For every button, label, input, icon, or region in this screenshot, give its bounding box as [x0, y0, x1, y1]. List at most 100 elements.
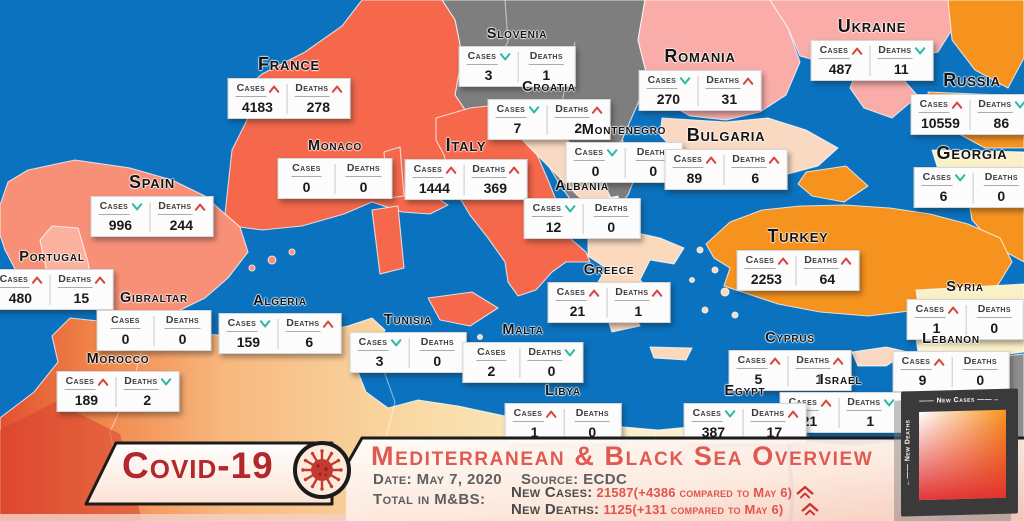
cases-column: Cases 0	[567, 146, 625, 180]
banner-date: Date: May 7, 2020	[373, 471, 502, 488]
country-label: Turkey	[767, 226, 829, 246]
stats-box: Cases 4183 Deaths 278	[227, 77, 351, 119]
trend-up-icon	[97, 378, 108, 387]
deaths-header: Deaths	[527, 346, 576, 361]
stats-box: Cases 159 Deaths 6	[218, 312, 342, 354]
cases-header: Cases	[495, 103, 540, 118]
column-divider	[334, 163, 336, 194]
country-label: Romania	[664, 46, 736, 66]
cases-value: 7	[513, 119, 522, 136]
country-france: France Cases 4183 Deaths 278	[227, 54, 351, 119]
trend-up-icon	[832, 357, 844, 366]
trend-down-icon	[259, 320, 270, 328]
cases-column: Cases 0	[98, 314, 154, 348]
deaths-value: 0	[607, 218, 616, 235]
country-label: Albania	[555, 178, 609, 194]
country-label: Algeria	[253, 293, 307, 309]
deaths-column: Deaths 1	[607, 286, 669, 320]
cases-column: Cases 480	[0, 273, 49, 307]
country-syria: Syria Cases 1 Deaths 0	[906, 279, 1024, 340]
stats-box: Cases 21 Deaths 1	[547, 281, 671, 323]
trend-up-icon	[508, 166, 520, 175]
cases-value: 996	[108, 216, 133, 233]
stats-box: Cases 10559 Deaths 86	[910, 93, 1024, 135]
cases-value: 2	[487, 362, 496, 379]
deaths-value: 17	[766, 423, 783, 440]
cases-value: 10559	[920, 114, 960, 131]
stats-box: Cases 7 Deaths 2	[487, 98, 611, 140]
deaths-header: Deaths	[416, 336, 458, 351]
stats-box: Cases 0 Deaths 0	[96, 309, 212, 351]
deaths-header: Deaths	[590, 202, 632, 217]
stats-box: Cases 3 Deaths 0	[349, 331, 467, 373]
cases-header: Cases	[64, 375, 109, 390]
trend-down-icon	[564, 349, 576, 357]
cases-value: 0	[302, 178, 311, 195]
trend-up-icon	[851, 47, 862, 56]
cases-value: 3	[375, 352, 384, 369]
cases-header: Cases	[918, 98, 963, 113]
deaths-column: Deaths 17	[743, 407, 805, 441]
cases-header: Cases	[470, 346, 512, 361]
country-label: Tunisia	[383, 312, 433, 328]
column-divider	[838, 397, 840, 428]
legend-y-axis-label: ←—— New Deaths	[904, 419, 912, 487]
country-label: Libya	[545, 383, 581, 399]
cases-header: Cases	[573, 146, 618, 161]
deaths-value: 244	[169, 216, 193, 233]
country-italy: Italy Cases 1444 Deaths 369	[404, 135, 528, 200]
country-label: Portugal	[19, 249, 85, 265]
deaths-column: Deaths 278	[287, 82, 349, 116]
cases-value: 1444	[418, 179, 450, 196]
cases-column: Cases 487	[812, 44, 870, 78]
country-montenegro: Montenegro Cases 0 Deaths 0	[565, 122, 683, 183]
deaths-value: 1	[815, 370, 824, 387]
deaths-header: Deaths	[294, 82, 343, 97]
cases-header: Cases	[672, 153, 717, 168]
cases-value: 270	[656, 90, 681, 107]
cases-value: 2253	[750, 270, 782, 287]
cases-column: Cases 10559	[912, 98, 970, 132]
cases-column: Cases 3	[460, 50, 518, 84]
country-label: Montenegro	[581, 122, 667, 138]
column-divider	[742, 408, 744, 439]
cases-header: Cases	[691, 407, 736, 422]
deaths-column: Deaths 2	[116, 375, 178, 409]
deaths-header: Deaths	[731, 153, 780, 168]
deaths-column: Deaths 1	[788, 354, 850, 388]
country-label: Israel	[819, 372, 863, 388]
column-divider	[563, 408, 565, 439]
country-label: Spain	[128, 172, 176, 192]
column-divider	[951, 356, 953, 387]
deaths-header: Deaths	[525, 50, 567, 65]
country-label: Morocco	[86, 351, 150, 367]
column-divider	[787, 355, 789, 386]
country-label: Monaco	[307, 138, 363, 154]
cases-column: Cases 1444	[406, 163, 464, 197]
country-cyprus: Cyprus Cases 5 Deaths 1	[728, 330, 852, 391]
deaths-value: 6	[751, 169, 760, 186]
deaths-column: Deaths 0	[409, 336, 465, 370]
cases-value: 21	[569, 302, 586, 319]
banner-title: Mediterranean & Black Sea Overview	[371, 441, 874, 471]
deaths-header: Deaths	[614, 286, 663, 301]
country-croatia: Croatia Cases 7 Deaths 2	[487, 79, 611, 140]
deaths-value: 0	[433, 352, 442, 369]
cases-value: 89	[686, 169, 703, 186]
stats-box: Cases 2 Deaths 0	[462, 341, 584, 383]
deaths-header: Deaths	[571, 407, 613, 422]
deaths-value: 15	[73, 289, 90, 306]
deaths-header: Deaths	[750, 407, 799, 422]
deaths-column: Deaths 0	[155, 314, 211, 348]
deaths-value: 64	[819, 270, 836, 287]
covid19-logo-text: Covid-19	[122, 445, 274, 486]
trend-up-icon	[802, 503, 819, 516]
deaths-column: Deaths 0	[583, 202, 639, 236]
deaths-column: Deaths 2	[547, 103, 609, 137]
country-spain: Spain Cases 996 Deaths 244	[90, 172, 214, 237]
deaths-value: 0	[990, 319, 999, 336]
country-morocco: Morocco Cases 189 Deaths 2	[56, 351, 180, 412]
deaths-column: Deaths 244	[150, 200, 212, 234]
